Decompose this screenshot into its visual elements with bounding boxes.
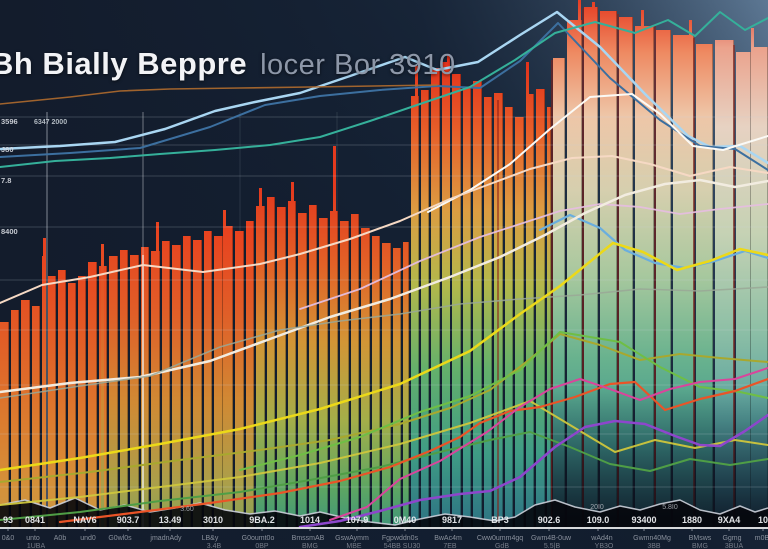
svg-text:109.0: 109.0 bbox=[587, 515, 610, 525]
svg-text:Gwmn40Mg: Gwmn40Mg bbox=[633, 535, 671, 542]
svg-text:5.5|B: 5.5|B bbox=[544, 543, 561, 549]
svg-text:0&0: 0&0 bbox=[2, 535, 15, 542]
svg-text:G0wl0s: G0wl0s bbox=[108, 535, 132, 542]
svg-text:BP3: BP3 bbox=[491, 515, 509, 525]
svg-text:0841: 0841 bbox=[25, 515, 45, 525]
svg-text:902.6: 902.6 bbox=[538, 515, 561, 525]
svg-text:20I0: 20I0 bbox=[590, 504, 604, 511]
svg-text:Fgpwddn0s: Fgpwddn0s bbox=[382, 535, 419, 542]
svg-text:7EB: 7EB bbox=[443, 543, 457, 549]
svg-text:MBE: MBE bbox=[346, 543, 362, 549]
svg-text:BwAc4m: BwAc4m bbox=[434, 535, 462, 542]
svg-text:107.9: 107.9 bbox=[346, 515, 369, 525]
svg-text:Cww0umm4gq: Cww0umm4gq bbox=[477, 535, 523, 542]
svg-text:903.7: 903.7 bbox=[117, 515, 140, 525]
svg-text:BmssmAB: BmssmAB bbox=[292, 535, 325, 542]
svg-text:J80: J80 bbox=[1, 145, 14, 154]
svg-text:1880: 1880 bbox=[682, 515, 702, 525]
svg-text:und0: und0 bbox=[80, 535, 96, 542]
svg-text:9XA4: 9XA4 bbox=[718, 515, 741, 525]
svg-text:Gwm4B-0uw: Gwm4B-0uw bbox=[531, 535, 572, 542]
svg-text:unto: unto bbox=[26, 535, 40, 542]
svg-text:3.60: 3.60 bbox=[180, 506, 194, 513]
axis-and-labels: 3596 J80 7.8 8400 6347 2000 3.60 20I0 5.8I0 93 08… bbox=[0, 117, 768, 549]
svg-text:jmadnAdy: jmadnAdy bbox=[149, 535, 182, 542]
svg-text:G0oumt0o: G0oumt0o bbox=[242, 535, 275, 542]
svg-text:0BP: 0BP bbox=[255, 543, 269, 549]
svg-text:LB&y: LB&y bbox=[202, 535, 219, 542]
svg-text:93: 93 bbox=[3, 515, 13, 525]
svg-text:BMG: BMG bbox=[692, 543, 708, 549]
svg-text:Ggmg: Ggmg bbox=[722, 535, 741, 542]
svg-text:10: 10 bbox=[758, 515, 768, 525]
svg-text:6347 2000: 6347 2000 bbox=[34, 119, 67, 126]
svg-text:BMG: BMG bbox=[302, 543, 318, 549]
svg-text:0M40: 0M40 bbox=[394, 515, 417, 525]
svg-text:GdB: GdB bbox=[495, 543, 509, 549]
svg-text:13.49: 13.49 bbox=[159, 515, 182, 525]
svg-text:3010: 3010 bbox=[203, 515, 223, 525]
svg-text:9BA.2: 9BA.2 bbox=[249, 515, 275, 525]
svg-text:3BB: 3BB bbox=[647, 543, 661, 549]
svg-text:1UBA: 1UBA bbox=[27, 543, 46, 549]
svg-text:8400: 8400 bbox=[1, 227, 18, 236]
line-series bbox=[0, 10, 768, 529]
svg-text:YB3O: YB3O bbox=[595, 543, 614, 549]
svg-text:wAd4n: wAd4n bbox=[590, 535, 613, 542]
svg-text:GswAymm: GswAymm bbox=[335, 535, 369, 542]
svg-text:3BUA: 3BUA bbox=[725, 543, 744, 549]
svg-text:5.8I0: 5.8I0 bbox=[662, 504, 678, 511]
svg-text:93400: 93400 bbox=[631, 515, 656, 525]
svg-text:NAV6: NAV6 bbox=[73, 515, 96, 525]
svg-text:m0B: m0B bbox=[755, 535, 768, 542]
svg-text:1014: 1014 bbox=[300, 515, 320, 525]
svg-text:A0b: A0b bbox=[54, 535, 67, 542]
svg-text:BMsws: BMsws bbox=[689, 535, 712, 542]
svg-text:54BB SU30: 54BB SU30 bbox=[384, 543, 421, 549]
svg-text:7.8: 7.8 bbox=[1, 176, 11, 185]
svg-text:9817: 9817 bbox=[442, 515, 462, 525]
svg-text:3.4B: 3.4B bbox=[207, 543, 222, 549]
svg-text:3596: 3596 bbox=[1, 117, 18, 126]
